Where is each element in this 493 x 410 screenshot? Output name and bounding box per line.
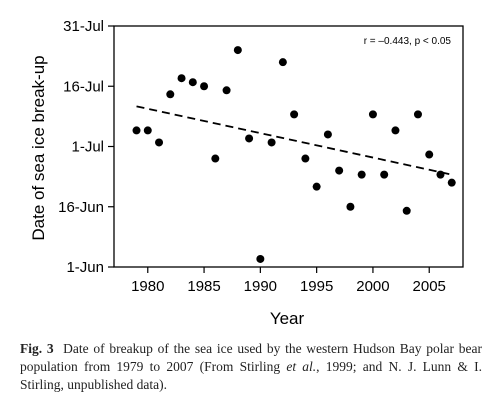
data-point [346, 203, 354, 211]
x-tick-label: 1990 [244, 278, 277, 295]
data-point [313, 183, 321, 191]
x-tick-label: 1980 [131, 278, 164, 295]
data-point [403, 207, 411, 215]
y-tick-label: 1-Jul [71, 139, 104, 156]
scatter-chart: 1980 1985 1990 1995 2000 2005 1-Jun16-Jun1-Ju… [0, 0, 493, 340]
y-tick-label: 31-Jul [63, 18, 104, 35]
plot-border [114, 26, 463, 267]
data-point [358, 171, 366, 179]
correlation-annotation: r = –0.443, p < 0.05 [364, 36, 452, 47]
data-point [290, 110, 298, 118]
y-tick-label: 16-Jul [63, 78, 104, 95]
data-point [189, 78, 197, 86]
data-point [414, 110, 422, 118]
data-point [380, 171, 388, 179]
x-tick-label: 1995 [300, 278, 333, 295]
data-point [268, 138, 276, 146]
data-point [436, 171, 444, 179]
y-axis-label: Date of sea ice break-up [29, 55, 48, 240]
plot-frame [114, 26, 463, 267]
figure-label: Fig. 3 [20, 341, 54, 356]
data-point [256, 255, 264, 263]
data-point [144, 126, 152, 134]
y-tick-label: 16-Jun [58, 199, 104, 216]
data-point [245, 134, 253, 142]
x-axis-ticks: 1980 1985 1990 1995 2000 2005 [131, 267, 446, 295]
data-point [211, 155, 219, 163]
x-axis-label: Year [270, 309, 305, 328]
data-point [324, 130, 332, 138]
data-point [155, 138, 163, 146]
data-point [391, 126, 399, 134]
data-point [133, 126, 141, 134]
x-tick-label: 2005 [413, 278, 446, 295]
y-tick-label: 1-Jun [66, 259, 104, 276]
caption-italic: et al. [286, 359, 316, 374]
data-point [279, 58, 287, 66]
data-point [166, 90, 174, 98]
data-point [448, 179, 456, 187]
x-tick-label: 1985 [187, 278, 220, 295]
data-points [133, 46, 456, 263]
figure-caption: Fig. 3 Date of breakup of the sea ice us… [20, 340, 482, 394]
data-point [234, 46, 242, 54]
data-point [425, 151, 433, 159]
data-point [200, 82, 208, 90]
data-point [369, 110, 377, 118]
x-tick-label: 2000 [356, 278, 389, 295]
data-point [223, 86, 231, 94]
data-point [335, 167, 343, 175]
data-point [178, 74, 186, 82]
data-point [301, 155, 309, 163]
y-axis-ticks: 1-Jun 16-Jun 1-Jul 16-Jul 31-Jul [58, 18, 114, 276]
